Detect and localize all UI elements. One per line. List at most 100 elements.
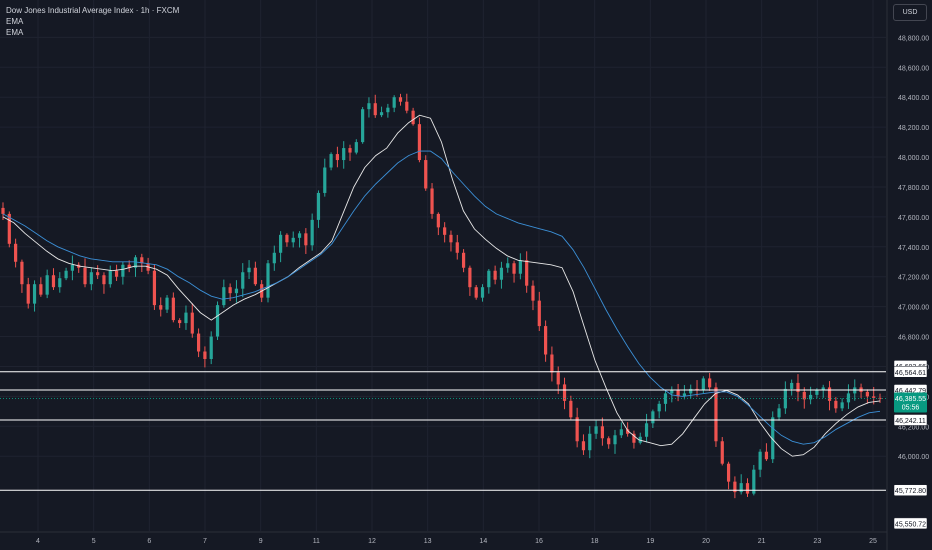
ema-indicator-label-1[interactable]: EMA [6, 17, 24, 26]
candle [449, 230, 453, 252]
candle [764, 443, 769, 461]
candle [796, 374, 800, 402]
level-label: 46,242.11 [893, 414, 928, 426]
level-value: 46,564.61 [895, 370, 926, 377]
currency-button[interactable]: USD [893, 4, 927, 21]
level-label: 45,550.72 [893, 517, 928, 530]
ema-slow-line [2, 150, 881, 445]
symbol-title[interactable]: Dow Jones Industrial Average Index · 1h … [6, 6, 180, 15]
candle [499, 261, 504, 289]
candle [708, 372, 712, 391]
candle [745, 478, 750, 497]
candle [493, 265, 497, 285]
candle [619, 422, 623, 439]
x-tick-label: 12 [368, 538, 376, 545]
candle [758, 449, 762, 478]
last-price-value: 46,385.55 [895, 396, 926, 403]
candle [127, 260, 131, 273]
candle [234, 280, 239, 303]
candle [487, 268, 491, 294]
candle [834, 397, 838, 413]
candle [726, 461, 731, 490]
x-tick-label: 25 [869, 538, 877, 545]
x-tick-label: 5 [92, 538, 96, 545]
ema-indicator-label-2[interactable]: EMA [6, 28, 24, 37]
candle [575, 407, 579, 448]
candle [159, 297, 163, 317]
candle [461, 249, 466, 273]
candle [613, 429, 617, 454]
candle [152, 264, 157, 310]
ema-lines [2, 114, 881, 457]
candle [354, 139, 358, 155]
candle [266, 259, 270, 303]
x-tick-label: 4 [36, 538, 40, 545]
candle [411, 107, 415, 126]
x-tick-label: 9 [259, 538, 263, 545]
candle [342, 141, 346, 169]
ema-fast-line [2, 114, 881, 457]
candle [417, 117, 422, 163]
candle [285, 233, 289, 247]
candle [581, 434, 586, 455]
candle [537, 291, 541, 331]
candle [663, 389, 668, 412]
candle [480, 284, 485, 302]
x-tick-label: 13 [424, 538, 432, 545]
candle [190, 303, 194, 338]
y-tick-label: 47,000.00 [898, 305, 929, 312]
level-lines[interactable] [0, 371, 886, 491]
candle [821, 384, 825, 398]
level-label: 45,772.80 [893, 484, 928, 496]
candle [569, 395, 573, 420]
level-value: 46,242.11 [895, 418, 926, 425]
y-tick-label: 47,200.00 [898, 275, 929, 282]
candle [121, 261, 125, 285]
candle [297, 231, 302, 248]
y-tick-label: 48,000.00 [898, 155, 929, 162]
candle [203, 346, 207, 368]
candle [291, 231, 295, 248]
candle [644, 413, 649, 443]
candle [32, 280, 37, 312]
candle [468, 265, 472, 296]
y-tick-label: 47,400.00 [898, 245, 929, 252]
candle [562, 377, 567, 410]
candle [379, 106, 384, 118]
candle [26, 277, 30, 309]
candle [114, 264, 119, 281]
candle [525, 251, 529, 293]
candle [373, 94, 377, 118]
candle [840, 398, 844, 412]
candle [83, 258, 87, 288]
candles [1, 93, 882, 499]
x-tick-label: 23 [813, 538, 821, 545]
candle [247, 260, 251, 279]
candle [58, 272, 62, 293]
candle [39, 277, 43, 297]
x-tick-label: 6 [147, 538, 151, 545]
candle [430, 183, 434, 219]
price-badges: 46,603.6646,564.6146,442.7946,242.1145,7… [893, 360, 928, 530]
candle [405, 93, 409, 114]
x-tick-label: 16 [535, 538, 543, 545]
candle [279, 231, 283, 263]
x-tick-label: 14 [479, 538, 487, 545]
candle [865, 389, 869, 404]
candle [600, 417, 604, 446]
candle [632, 430, 636, 449]
candle [777, 404, 781, 421]
candle [607, 436, 611, 449]
candle [512, 260, 516, 283]
candle [518, 253, 522, 280]
candle [474, 285, 478, 300]
candle [550, 346, 554, 382]
x-tick-label: 7 [203, 538, 207, 545]
candle [443, 222, 447, 243]
candle [209, 331, 213, 365]
x-tick-label: 21 [758, 538, 766, 545]
time-axis[interactable]: 4 5 6 7 9 11 12 13 14 16 18 19 20 21 23 25 [36, 538, 877, 545]
candle [771, 411, 775, 463]
